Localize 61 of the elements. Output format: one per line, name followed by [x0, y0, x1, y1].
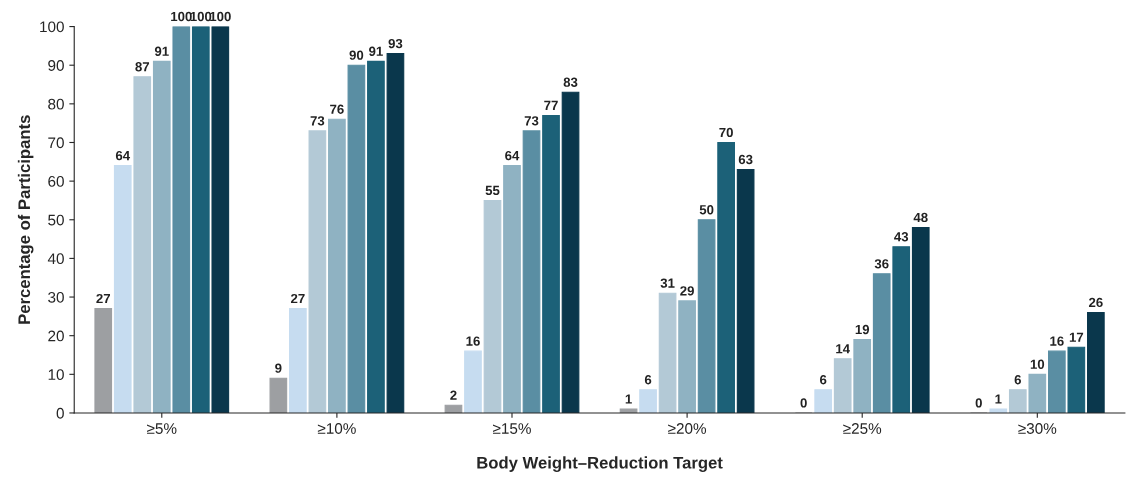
data-label: 27 — [290, 293, 305, 304]
data-label: 100 — [210, 11, 231, 22]
data-label: 19 — [855, 324, 870, 335]
data-label: 77 — [544, 100, 558, 110]
x-axis-title: Body Weight–Reduction Target — [477, 456, 723, 472]
x-tick-label: ≥15% — [493, 423, 531, 434]
data-label: 90 — [349, 50, 364, 60]
data-label: 87 — [135, 62, 150, 72]
x-tick-label: ≥25% — [843, 423, 882, 434]
y-tick-label: 60 — [48, 175, 64, 187]
data-label: 14 — [836, 344, 850, 354]
data-label: 76 — [330, 104, 344, 114]
data-label: 9 — [275, 363, 282, 373]
y-tick-label: 80 — [48, 98, 64, 110]
x-tick-label: ≥10% — [317, 423, 356, 434]
data-label: 64 — [505, 150, 520, 161]
data-label: 63 — [738, 154, 753, 165]
data-label: 70 — [719, 127, 733, 138]
y-tick-label: 70 — [48, 137, 64, 149]
data-label: 50 — [699, 205, 714, 215]
data-label: 6 — [1014, 375, 1021, 385]
data-label: 2 — [450, 390, 457, 400]
data-label: 83 — [563, 77, 578, 87]
data-label: 0 — [975, 398, 982, 408]
data-label: 26 — [1088, 297, 1103, 308]
data-label: 73 — [310, 116, 325, 126]
data-label: 93 — [388, 38, 403, 49]
data-label: 17 — [1069, 332, 1084, 342]
data-label: 64 — [115, 150, 131, 161]
y-tick-label: 30 — [48, 291, 64, 303]
data-label: 27 — [96, 293, 111, 304]
y-tick-label: 50 — [48, 214, 64, 226]
data-label: 1 — [625, 394, 632, 404]
data-label: 0 — [800, 398, 807, 408]
data-label: 100 — [171, 11, 192, 22]
data-label: 36 — [874, 259, 889, 269]
data-label: 29 — [680, 286, 694, 296]
x-tick-label: ≥30% — [1018, 423, 1057, 434]
data-label: 48 — [913, 212, 928, 223]
y-tick-label: 10 — [48, 369, 64, 381]
x-tick-label: ≥20% — [668, 423, 707, 434]
data-label: 91 — [154, 46, 169, 56]
y-tick-label: 20 — [48, 330, 64, 342]
y-tick-label: 90 — [48, 60, 64, 71]
data-label: 31 — [660, 278, 675, 288]
y-tick-label: 100 — [40, 21, 64, 33]
x-tick-label: ≥5% — [147, 423, 177, 434]
y-tick-label: 0 — [56, 407, 64, 419]
data-label: 55 — [485, 185, 500, 196]
data-label: 91 — [369, 46, 383, 56]
data-label: 6 — [644, 375, 652, 385]
data-label: 43 — [894, 232, 909, 242]
data-label: 1 — [995, 394, 1002, 404]
data-label: 100 — [190, 11, 212, 22]
data-label: 6 — [820, 375, 827, 385]
data-label: 16 — [466, 336, 480, 346]
y-axis-title: Percentage of Participants — [17, 115, 34, 324]
y-tick-label: 40 — [47, 253, 64, 265]
data-label: 73 — [524, 116, 539, 126]
data-label: 16 — [1050, 336, 1064, 346]
data-label: 10 — [1030, 359, 1045, 369]
